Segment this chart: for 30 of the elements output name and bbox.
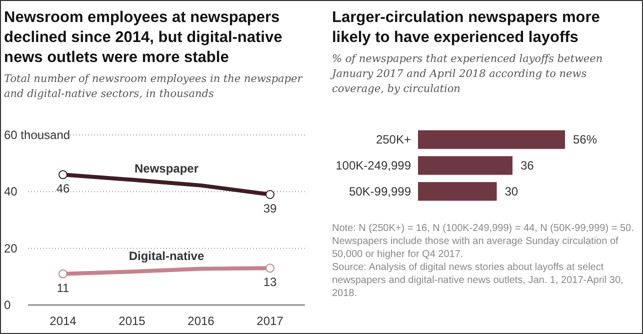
point: [58, 170, 68, 180]
data-label: 39: [263, 202, 277, 216]
y-tick-label: 0: [4, 298, 11, 312]
data-label: 30: [504, 184, 518, 198]
data-label: 11: [56, 280, 70, 295]
x-tick-label: 2017: [256, 314, 284, 328]
series-label: Newspaper: [134, 162, 199, 176]
point: [266, 190, 274, 199]
data-label: 56%: [573, 132, 598, 147]
chart-title: Newsroom employees at newspapers declined since 2014, but digital-native news outlets were more stable: [4, 9, 283, 66]
y-tick-label: 40: [4, 184, 18, 199]
data-label: 46: [56, 182, 70, 196]
series-label: Digital-native: [128, 249, 204, 264]
text: Note: N (250K+) = 16, N (100K-249,999) = 44, N (50K-99,999) = 50. Newspapers include those with an average Sunday circulation of 50,000 or higher for Q4 2017.: [332, 223, 634, 260]
source-note: Source: Analysis of digital news stories about layoffs at select newspapers and digital-native news outlets, Jan. 1, 2017-April 30, 2018.: [332, 262, 624, 299]
y-tick-label: 250K+: [376, 132, 411, 147]
y-tick-label: 50K-99,999: [348, 184, 412, 198]
y-tick-label: 20: [4, 241, 18, 256]
chart-subtitle: % of newspapers that experienced layoffs between January 2017 and April 2018 according to news coverage, by circulation: [330, 53, 603, 95]
y-tick-label: 100K-249,999: [336, 158, 412, 172]
x-tick-label: 2014: [50, 314, 77, 328]
chart-subtitle: Total number of newsroom employees in the newspaper and digital-native sectors, in thousands: [4, 73, 304, 100]
point: [266, 264, 274, 273]
data-label: 13: [263, 275, 277, 290]
x-tick-label: 2016: [188, 314, 215, 328]
data-label: 36: [520, 158, 534, 172]
point: [58, 269, 68, 278]
chart-title: Larger-circulation newspapers more likely to have experienced layoffs: [332, 9, 600, 46]
x-tick-label: 2015: [118, 314, 146, 328]
y-tick-label: 60 thousand: [4, 128, 70, 142]
